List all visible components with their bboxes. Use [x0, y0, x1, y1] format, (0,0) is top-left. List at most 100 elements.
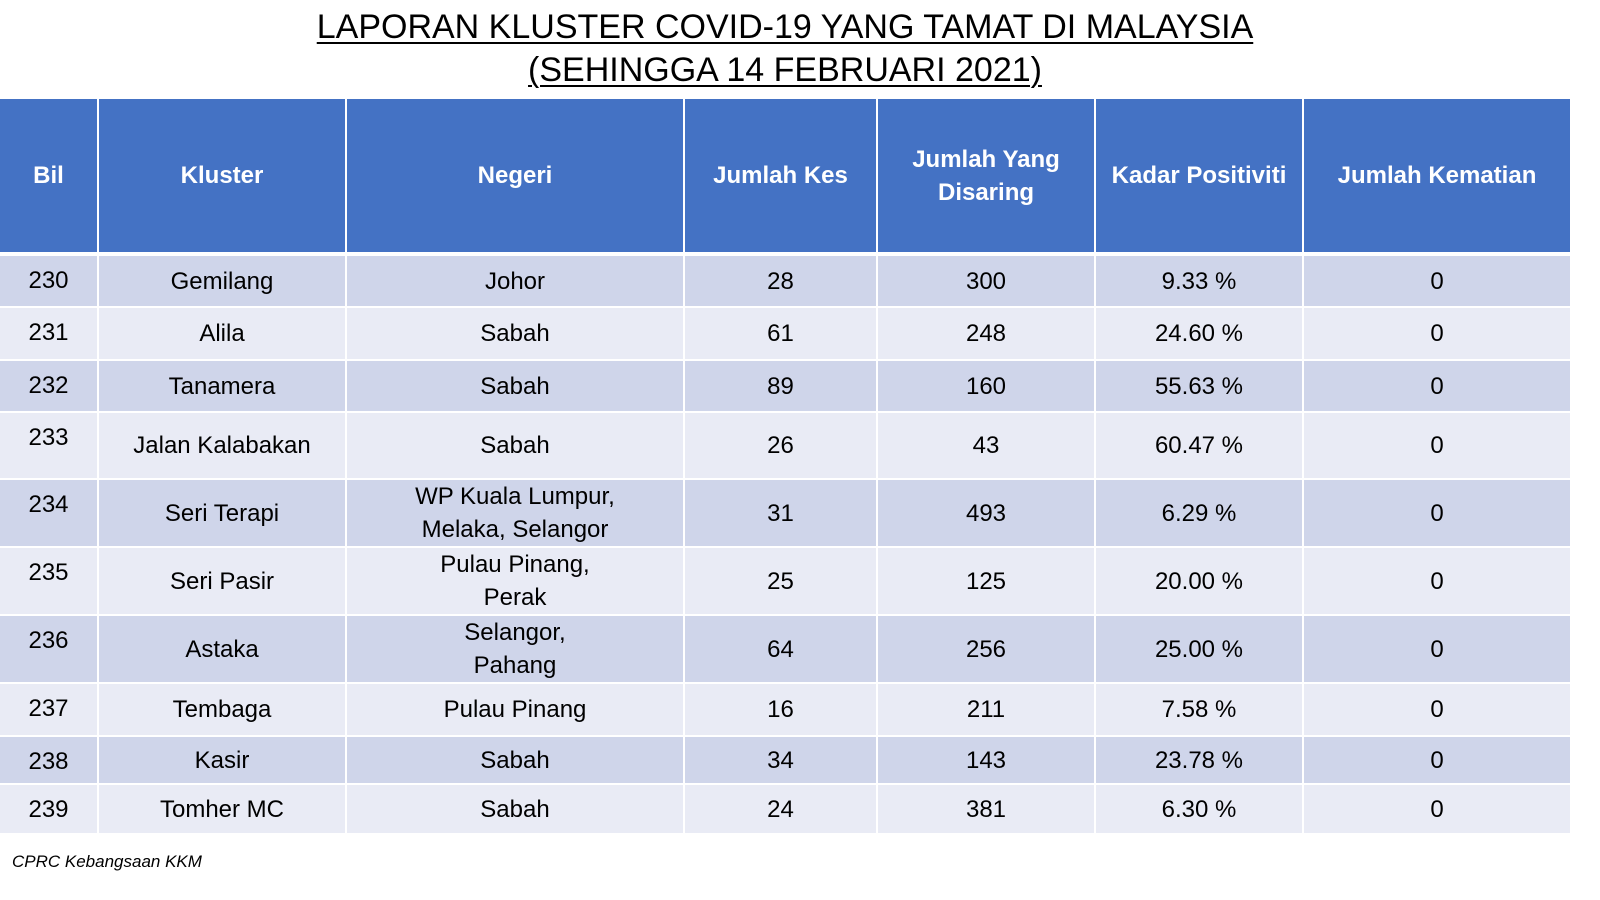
table-row: 238 Kasir Sabah 34 143 23.78 % 0 — [0, 736, 1570, 785]
cell-jumlah-kes: 89 — [684, 360, 878, 413]
negeri-line2: Perak — [483, 584, 547, 611]
cell-jumlah-kematian: 0 — [1303, 307, 1570, 361]
cell-negeri: Selangor, Pahang — [346, 615, 685, 684]
table-row: 236 Astaka Selangor, Pahang 64 256 25.00 % 0 — [0, 615, 1570, 684]
cell-kluster: Kasir — [98, 736, 347, 785]
cell-kadar-positiviti: 9.33 % — [1095, 254, 1304, 308]
cell-bil: 237 — [0, 683, 99, 737]
cell-jumlah-disaring: 381 — [877, 784, 1096, 835]
cell-jumlah-kematian: 0 — [1303, 412, 1570, 480]
cell-bil: 236 — [0, 615, 99, 684]
cell-bil: 234 — [0, 479, 99, 548]
header-bil: Bil — [0, 99, 99, 256]
cell-negeri: Sabah — [346, 307, 685, 361]
table-row: 239 Tomher MC Sabah 24 381 6.30 % 0 — [0, 784, 1570, 835]
page-title: LAPORAN KLUSTER COVID-19 YANG TAMAT DI M… — [0, 6, 1570, 92]
header-kadar-positiviti: Kadar Positiviti — [1095, 99, 1304, 256]
header-jumlah-disaring-line2: Disaring — [937, 178, 1035, 206]
cell-jumlah-kes: 34 — [684, 736, 878, 785]
cell-jumlah-kes: 28 — [684, 254, 878, 308]
table-row: 230 Gemilang Johor 28 300 9.33 % 0 — [0, 254, 1570, 308]
cell-kluster: Tomher MC — [98, 784, 347, 835]
negeri-line1: Sabah — [480, 746, 550, 774]
header-kluster: Kluster — [98, 99, 347, 256]
cell-negeri: WP Kuala Lumpur, Melaka, Selangor — [346, 479, 685, 548]
negeri-line1: Sabah — [480, 432, 550, 459]
cell-negeri: Pulau Pinang, Perak — [346, 547, 685, 616]
cell-kadar-positiviti: 6.29 % — [1095, 479, 1304, 548]
cell-kluster: Astaka — [98, 615, 347, 684]
cell-jumlah-kematian: 0 — [1303, 784, 1570, 835]
cell-kadar-positiviti: 24.60 % — [1095, 307, 1304, 361]
cell-kadar-positiviti: 60.47 % — [1095, 412, 1304, 480]
cell-negeri: Sabah — [346, 736, 685, 785]
cell-jumlah-kes: 25 — [684, 547, 878, 616]
negeri-line1: WP Kuala Lumpur, — [415, 483, 615, 510]
cell-bil: 238 — [0, 736, 99, 785]
cell-kluster: Seri Pasir — [98, 547, 347, 616]
cell-jumlah-kes: 26 — [684, 412, 878, 480]
negeri-line1: Sabah — [480, 320, 550, 347]
cell-kluster: Gemilang — [98, 254, 347, 308]
negeri-line1: Pulau Pinang — [443, 696, 587, 723]
cell-negeri: Sabah — [346, 412, 685, 480]
negeri-line1: Sabah — [480, 795, 550, 823]
cell-jumlah-disaring: 160 — [877, 360, 1096, 413]
cell-kluster: Tanamera — [98, 360, 347, 413]
cell-kluster: Jalan Kalabakan — [98, 412, 347, 480]
header-row: Bil Kluster Negeri Jumlah Kes Jumlah Yan… — [0, 99, 1570, 256]
cluster-table: Bil Kluster Negeri Jumlah Kes Jumlah Yan… — [0, 99, 1570, 835]
negeri-line1: Selangor, — [464, 619, 566, 646]
negeri-line1: Pulau Pinang, — [440, 551, 590, 578]
negeri-line2: Melaka, Selangor — [421, 516, 609, 543]
cell-kadar-positiviti: 23.78 % — [1095, 736, 1304, 785]
cell-jumlah-kematian: 0 — [1303, 479, 1570, 548]
cell-jumlah-kematian: 0 — [1303, 360, 1570, 413]
header-jumlah-disaring: Jumlah Yang Disaring — [877, 99, 1096, 256]
cell-negeri: Sabah — [346, 360, 685, 413]
table-body: 230 Gemilang Johor 28 300 9.33 % 0 231 Alila Saba… — [0, 254, 1570, 835]
cell-bil: 232 — [0, 360, 99, 413]
cell-bil: 239 — [0, 784, 99, 835]
negeri-line2: Pahang — [473, 652, 557, 679]
negeri-line1: Sabah — [480, 372, 550, 400]
cell-kluster: Tembaga — [98, 683, 347, 737]
cell-bil: 230 — [0, 254, 99, 308]
cell-jumlah-kes: 16 — [684, 683, 878, 737]
header-jumlah-kes: Jumlah Kes — [684, 99, 878, 256]
table-row: 233 Jalan Kalabakan Sabah 26 43 60.47 % 0 — [0, 412, 1570, 480]
cell-kadar-positiviti: 55.63 % — [1095, 360, 1304, 413]
table-row: 232 Tanamera Sabah 89 160 55.63 % 0 — [0, 360, 1570, 413]
cell-jumlah-kes: 31 — [684, 479, 878, 548]
cell-jumlah-kematian: 0 — [1303, 547, 1570, 616]
cell-bil: 235 — [0, 547, 99, 616]
cell-jumlah-disaring: 256 — [877, 615, 1096, 684]
cell-kadar-positiviti: 20.00 % — [1095, 547, 1304, 616]
table-row: 234 Seri Terapi WP Kuala Lumpur, Melaka, Se… — [0, 479, 1570, 548]
cell-bil: 231 — [0, 307, 99, 361]
cell-jumlah-kes: 61 — [684, 307, 878, 361]
negeri-line1: Johor — [484, 267, 546, 295]
header-negeri: Negeri — [346, 99, 685, 256]
cell-jumlah-disaring: 211 — [877, 683, 1096, 737]
table-row: 237 Tembaga Pulau Pinang 16 211 7.58 % 0 — [0, 683, 1570, 737]
cell-jumlah-disaring: 143 — [877, 736, 1096, 785]
cell-negeri: Pulau Pinang — [346, 683, 685, 737]
cell-negeri: Sabah — [346, 784, 685, 835]
table-row: 231 Alila Sabah 61 248 24.60 % 0 — [0, 307, 1570, 361]
title-line-1: LAPORAN KLUSTER COVID-19 YANG TAMAT DI M… — [316, 8, 1254, 46]
table-header: Bil Kluster Negeri Jumlah Kes Jumlah Yan… — [0, 99, 1570, 256]
cell-jumlah-kes: 24 — [684, 784, 878, 835]
cell-kadar-positiviti: 25.00 % — [1095, 615, 1304, 684]
cell-jumlah-disaring: 125 — [877, 547, 1096, 616]
header-jumlah-kematian: Jumlah Kematian — [1303, 99, 1570, 256]
cell-jumlah-kematian: 0 — [1303, 615, 1570, 684]
cell-jumlah-kematian: 0 — [1303, 683, 1570, 737]
cell-kluster: Seri Terapi — [98, 479, 347, 548]
cell-kluster: Alila — [98, 307, 347, 361]
table-row: 235 Seri Pasir Pulau Pinang, Perak 25 125 20.0… — [0, 547, 1570, 616]
source-note: CPRC Kebangsaan KKM — [12, 852, 202, 871]
cell-jumlah-disaring: 248 — [877, 307, 1096, 361]
cell-kadar-positiviti: 7.58 % — [1095, 683, 1304, 737]
cell-jumlah-kematian: 0 — [1303, 254, 1570, 308]
